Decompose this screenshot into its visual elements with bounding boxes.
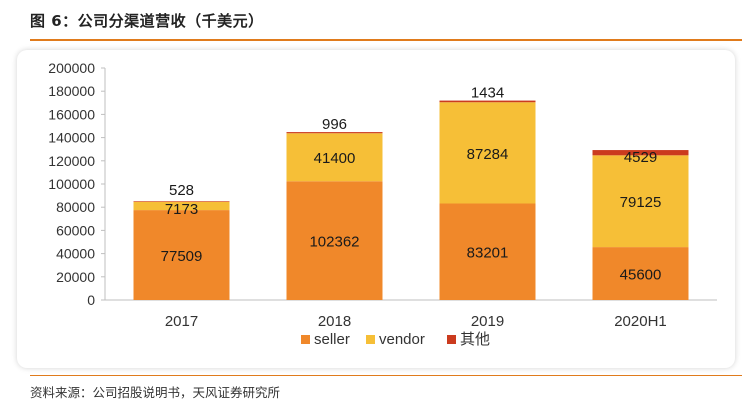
figure-title: 图 6：公司分渠道营收（千美元） xyxy=(30,12,264,30)
data-label-other: 528 xyxy=(169,182,194,199)
bar-other-2020H1 xyxy=(592,150,689,156)
bar-seller-2018 xyxy=(286,181,383,300)
x-tick-label: 2020H1 xyxy=(614,313,667,330)
data-label-vendor: 41400 xyxy=(314,150,356,167)
legend-label-seller: seller xyxy=(314,331,350,348)
bar-vendor-2019 xyxy=(439,102,536,204)
bar-other-2018 xyxy=(286,132,383,134)
data-label-seller: 102362 xyxy=(309,234,359,251)
stacked-bar-chart: 0 20000 40000 60000 80000 100000 120000 140000 1… xyxy=(48,60,717,348)
source-divider xyxy=(30,375,742,376)
y-tick-label: 0 xyxy=(87,292,95,308)
data-label-seller: 83201 xyxy=(467,245,509,262)
title-divider xyxy=(30,39,742,41)
bar-seller-2020H1 xyxy=(592,247,689,300)
legend-label-other: 其他 xyxy=(460,331,490,348)
data-label-vendor: 87284 xyxy=(467,146,509,163)
bar-vendor-2020H1 xyxy=(592,155,689,248)
bar-seller-2019 xyxy=(439,203,536,300)
bar-seller-2017 xyxy=(133,210,230,300)
y-tick-label: 40000 xyxy=(56,246,95,262)
data-label-other: 996 xyxy=(322,116,347,133)
y-tick-label: 20000 xyxy=(56,269,95,285)
y-tick-label: 100000 xyxy=(48,176,95,192)
y-tick-label: 80000 xyxy=(56,199,95,215)
legend-label-vendor: vendor xyxy=(379,331,425,348)
source-note: 资料来源：公司招股说明书，天风证券研究所 xyxy=(30,385,281,400)
data-label-seller: 45600 xyxy=(620,267,662,284)
y-tick-label: 60000 xyxy=(56,222,95,238)
bar-other-2017 xyxy=(133,201,230,202)
legend-swatch-other xyxy=(447,335,456,344)
x-tick-label: 2017 xyxy=(165,313,198,330)
data-label-other: 1434 xyxy=(471,85,504,102)
bar-vendor-2017 xyxy=(133,201,230,211)
legend-swatch-seller xyxy=(301,335,310,344)
y-tick-label: 140000 xyxy=(48,130,95,146)
data-label-seller: 77509 xyxy=(161,248,203,265)
data-label-vendor: 79125 xyxy=(620,194,662,211)
bar-vendor-2018 xyxy=(286,133,383,182)
x-tick-label: 2018 xyxy=(318,313,351,330)
y-tick-label: 160000 xyxy=(48,106,95,122)
legend-swatch-vendor xyxy=(366,335,375,344)
data-label-vendor: 7173 xyxy=(165,201,198,218)
bar-other-2019 xyxy=(439,100,536,103)
data-label-other: 4529 xyxy=(624,149,657,166)
y-tick-label: 120000 xyxy=(48,153,95,169)
y-tick-label: 200000 xyxy=(48,60,95,76)
y-tick-label: 180000 xyxy=(48,83,95,99)
x-tick-label: 2019 xyxy=(471,313,504,330)
